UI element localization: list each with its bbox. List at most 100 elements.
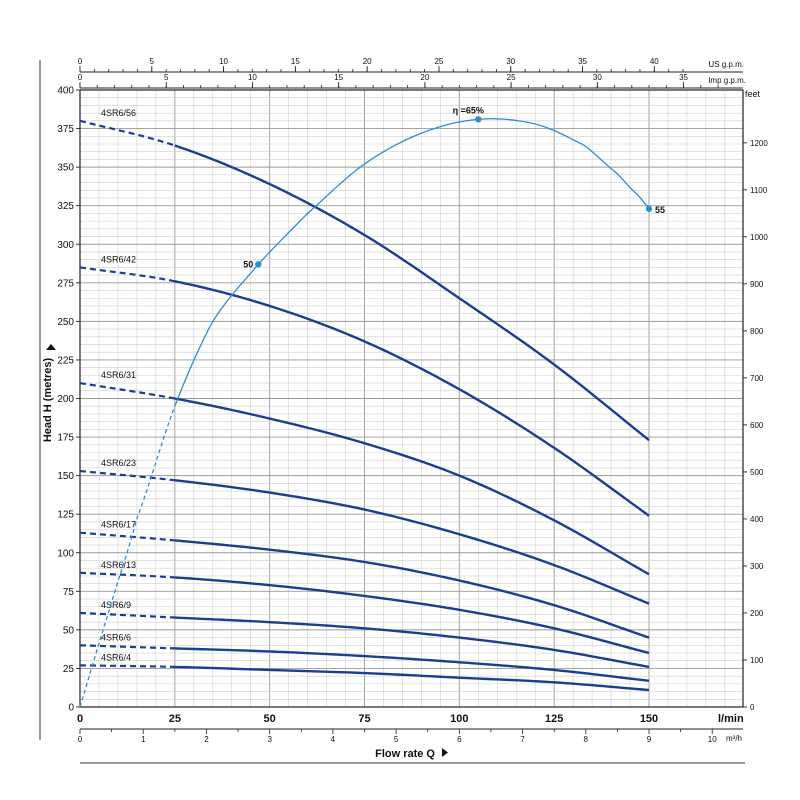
- m3h-tick-label: 8: [584, 735, 589, 744]
- x-tick-label: 25: [169, 713, 181, 725]
- series-line-dashed: [79, 266, 176, 283]
- m3h-tick-label: 9: [647, 735, 652, 744]
- m3h-tick-label: 5: [394, 735, 399, 744]
- feet-tick-label: 600: [750, 421, 764, 430]
- efficiency-label: 50: [243, 259, 253, 269]
- left-axis: 0 25 50 75 100 125 150 175 200 225 250 275 300 325 350…: [57, 86, 80, 714]
- feet-tick-label: 1200: [750, 139, 768, 148]
- y-tick-label: 275: [57, 278, 74, 289]
- x-tick-label: 75: [358, 713, 370, 725]
- x-axis-arrow-icon: [442, 748, 448, 757]
- series-label: 4SR6/9: [101, 600, 131, 610]
- series-line: [174, 647, 650, 682]
- imp-gpm-tick-label: 30: [593, 73, 602, 82]
- series-label: 4SR6/42: [101, 254, 136, 264]
- y-tick-label: 250: [57, 317, 74, 328]
- x-tick-label: 125: [545, 713, 563, 725]
- series-line: [174, 616, 650, 669]
- x-tick-label: 150: [640, 713, 658, 725]
- y-tick-label: 325: [57, 201, 74, 212]
- m3h-tick-label: 2: [204, 735, 209, 744]
- efficiency-line: [174, 118, 650, 407]
- feet-unit: feet: [745, 89, 761, 99]
- imp-gpm-tick-label: 25: [507, 73, 516, 82]
- series-label: 4SR6/17: [101, 520, 136, 530]
- y-tick-label: 225: [57, 355, 74, 366]
- efficiency-point: [475, 116, 482, 123]
- series-label: 4SR6/56: [101, 108, 136, 118]
- feet-tick-label: 200: [750, 609, 764, 618]
- us-gpm-unit: US g.p.m.: [708, 60, 744, 69]
- efficiency-curve: 50 η =65% 55: [79, 105, 665, 708]
- efficiency-line-dashed: [79, 405, 176, 708]
- us-gpm-tick-label: 15: [291, 57, 300, 66]
- y-tick-label: 375: [57, 124, 74, 135]
- y-axis-arrow-icon: [46, 344, 56, 350]
- imp-gpm-tick-label: 5: [164, 73, 169, 82]
- feet-tick-label: 900: [750, 280, 764, 289]
- lmin-unit: l/min: [718, 713, 744, 725]
- feet-tick-label: 800: [750, 327, 764, 336]
- y-tick-label: 75: [63, 587, 75, 598]
- us-gpm-tick-label: 35: [578, 57, 587, 66]
- series-4sr6-31: 4SR6/31: [79, 370, 650, 576]
- feet-tick-label: 300: [750, 562, 764, 571]
- m3h-tick-label: 0: [78, 735, 83, 744]
- series-line-dashed: [79, 381, 176, 400]
- series: 4SR6/56 4SR6/42 4SR6/31 4SR6/23 4SR6/17 4SR6/…: [79, 108, 650, 692]
- series-line-dashed: [79, 664, 175, 668]
- series-line: [174, 539, 650, 639]
- y-tick-label: 175: [57, 433, 74, 444]
- us-gpm-tick-label: 0: [78, 57, 83, 66]
- series-label: 4SR6/31: [101, 370, 136, 380]
- series-line-dashed: [79, 531, 175, 542]
- efficiency-point: [255, 261, 262, 268]
- series-line: [174, 479, 650, 605]
- efficiency-point: [645, 205, 653, 212]
- series-4sr6-13: 4SR6/13: [79, 560, 650, 655]
- x-tick-label: 100: [450, 713, 468, 725]
- y-tick-label: 0: [68, 703, 74, 714]
- series-line-dashed: [79, 119, 176, 147]
- y-tick-label: 200: [57, 394, 74, 405]
- series-4sr6-17: 4SR6/17: [79, 520, 650, 639]
- us-gpm-tick-label: 40: [650, 57, 659, 66]
- series-4sr6-56: 4SR6/56: [79, 108, 650, 442]
- us-gpm-tick-label: 5: [150, 57, 155, 66]
- x-tick-label: 50: [264, 713, 276, 725]
- series-line: [174, 280, 650, 517]
- x-tick-label: 0: [77, 713, 83, 725]
- efficiency-label: η =65%: [453, 105, 484, 115]
- imp-gpm-tick-label: 0: [78, 73, 83, 82]
- m3h-tick-label: 10: [708, 735, 717, 744]
- bottom-axes: l/min m³/h 0 25 50 75 100 125 150 0 1 2 3 4 5 6 7 8 9 10: [77, 713, 744, 744]
- series-4sr6-6: 4SR6/6: [79, 632, 650, 682]
- y-tick-label: 50: [63, 625, 75, 636]
- imp-gpm-tick-label: 10: [248, 73, 257, 82]
- feet-tick-label: 1100: [750, 186, 768, 195]
- y-tick-label: 100: [57, 548, 74, 559]
- series-line: [174, 144, 650, 442]
- series-line-dashed: [79, 644, 175, 650]
- y-tick-label: 400: [57, 86, 74, 97]
- grid: [79, 89, 743, 708]
- imp-gpm-tick-label: 20: [420, 73, 429, 82]
- series-line-dashed: [79, 469, 175, 482]
- series-label: 4SR6/13: [101, 560, 136, 570]
- y-tick-label: 150: [57, 471, 74, 482]
- feet-tick-label: 100: [750, 656, 764, 665]
- us-gpm-tick-label: 25: [434, 57, 443, 66]
- series-label: 4SR6/4: [101, 652, 131, 662]
- imp-gpm-tick-label: 35: [679, 73, 688, 82]
- series-line: [174, 576, 650, 655]
- imp-gpm-unit: Imp g.p.m.: [708, 76, 746, 85]
- us-gpm-tick-label: 20: [363, 57, 372, 66]
- m3h-tick-label: 6: [457, 735, 462, 744]
- y-tick-label: 125: [57, 510, 74, 521]
- imp-gpm-tick-label: 15: [334, 73, 343, 82]
- axis-titles: Head H (metres) Flow rate Q: [42, 344, 448, 760]
- us-gpm-tick-label: 30: [506, 57, 515, 66]
- series-line: [174, 665, 650, 692]
- series-label: 4SR6/6: [101, 632, 131, 642]
